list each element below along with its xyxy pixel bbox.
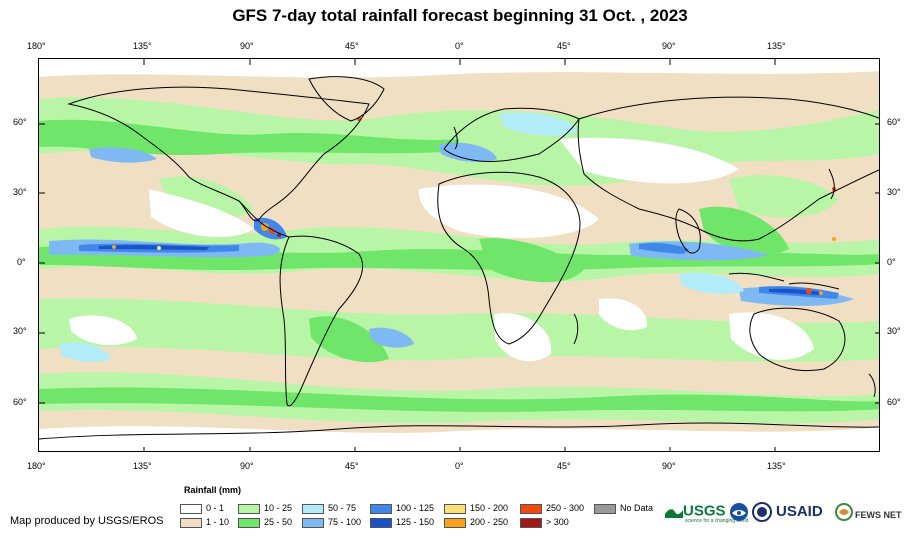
top-lon-label: 180° bbox=[27, 41, 46, 51]
right-lat-label: 30° bbox=[887, 187, 901, 197]
legend-swatch bbox=[444, 503, 466, 514]
legend-swatch bbox=[302, 517, 324, 528]
right-lat-label: 60° bbox=[887, 397, 901, 407]
north-america-outline bbox=[67, 86, 370, 222]
legend-item: 100 - 125 bbox=[370, 502, 434, 514]
legend-title: Rainfall (mm) bbox=[184, 485, 242, 495]
legend-swatch bbox=[238, 503, 260, 514]
legend-item: 50 - 75 bbox=[302, 502, 356, 514]
legend-swatch bbox=[180, 503, 202, 514]
bottom-lon-label: 180° bbox=[27, 461, 46, 471]
bottom-lon-label: 135° bbox=[133, 461, 152, 471]
australia-outline bbox=[749, 307, 846, 372]
madagascar-outline bbox=[573, 313, 579, 345]
left-lat-label: 60° bbox=[13, 397, 27, 407]
legend-item: 10 - 25 bbox=[238, 502, 292, 514]
legend-item: 250 - 300 bbox=[520, 502, 584, 514]
right-lat-label: 30° bbox=[887, 326, 901, 336]
legend-swatch bbox=[180, 517, 202, 528]
legend-item: 0 - 1 bbox=[180, 502, 224, 514]
top-lon-label: 45° bbox=[557, 41, 571, 51]
legend-swatch bbox=[238, 517, 260, 528]
bottom-lon-label: 45° bbox=[345, 461, 359, 471]
antarctica-outline bbox=[39, 422, 879, 440]
japan-outline bbox=[828, 168, 835, 200]
noaa-logo-icon bbox=[729, 502, 749, 527]
top-lon-label: 90° bbox=[662, 41, 676, 51]
uk-outline bbox=[453, 126, 458, 150]
dry-regions bbox=[39, 59, 879, 451]
rainfall-map-canvas bbox=[39, 59, 879, 451]
legend-swatch bbox=[370, 517, 392, 528]
rain-band-50-75 bbox=[59, 112, 744, 362]
central-america-outline bbox=[238, 200, 290, 238]
south-america-outline bbox=[279, 235, 364, 407]
europe-outline bbox=[443, 107, 580, 162]
usgs-wave-icon bbox=[665, 504, 683, 518]
africa-outline bbox=[437, 171, 581, 345]
usaid-logo: USAID bbox=[776, 503, 823, 520]
producer-credit: Map produced by USGS/EROS bbox=[10, 515, 164, 527]
usgs-tagline: science for a changing world bbox=[685, 518, 749, 524]
left-lat-label: 30° bbox=[13, 187, 27, 197]
greenland-outline bbox=[308, 76, 385, 122]
legend-item: 25 - 50 bbox=[238, 516, 292, 528]
bottom-lon-label: 0° bbox=[455, 461, 464, 471]
extreme-rainfall-spots bbox=[112, 117, 836, 295]
asia-outline bbox=[577, 96, 879, 242]
legend-item: 150 - 200 bbox=[444, 502, 508, 514]
bottom-lon-label: 90° bbox=[240, 461, 254, 471]
legend-item: No Data bbox=[594, 502, 653, 514]
right-lat-label: 60° bbox=[887, 117, 901, 127]
legend-item: > 300 bbox=[520, 516, 569, 528]
legend-swatch bbox=[520, 503, 542, 514]
legend-item: 1 - 10 bbox=[180, 516, 229, 528]
rain-band-25-50 bbox=[39, 119, 879, 412]
legend-swatch bbox=[370, 503, 392, 514]
continent-outlines bbox=[39, 76, 879, 440]
usgs-logo: USGS science for a changing world bbox=[665, 502, 748, 524]
fews-net-logo: FEWS NET bbox=[835, 503, 902, 526]
legend-swatch bbox=[594, 503, 616, 514]
legend-item: 75 - 100 bbox=[302, 516, 361, 528]
legend-swatch bbox=[520, 517, 542, 528]
top-lon-label: 135° bbox=[767, 41, 786, 51]
top-lon-label: 135° bbox=[133, 41, 152, 51]
left-lat-label: 0° bbox=[17, 257, 26, 267]
bottom-lon-label: 90° bbox=[662, 461, 676, 471]
top-lon-label: 90° bbox=[240, 41, 254, 51]
bottom-lon-label: 135° bbox=[767, 461, 786, 471]
indonesia-outline bbox=[728, 272, 840, 290]
left-lat-label: 60° bbox=[13, 117, 27, 127]
legend-item: 125 - 150 bbox=[370, 516, 434, 528]
left-lat-label: 30° bbox=[13, 326, 27, 336]
legend-item: 200 - 250 bbox=[444, 516, 508, 528]
bottom-lon-label: 45° bbox=[557, 461, 571, 471]
map-title: GFS 7-day total rainfall forecast beginn… bbox=[232, 6, 688, 25]
graticule-ticks bbox=[39, 59, 879, 451]
fews-net-globe-icon bbox=[835, 503, 853, 526]
legend-swatch bbox=[302, 503, 324, 514]
legend-swatch bbox=[444, 517, 466, 528]
new-zealand-outline bbox=[868, 373, 876, 398]
dos-seal-icon bbox=[752, 502, 772, 527]
india-outline bbox=[675, 208, 701, 254]
top-lon-label: 45° bbox=[345, 41, 359, 51]
top-lon-label: 0° bbox=[455, 41, 464, 51]
rainfall-map[interactable] bbox=[38, 58, 880, 452]
right-lat-label: 0° bbox=[887, 257, 896, 267]
